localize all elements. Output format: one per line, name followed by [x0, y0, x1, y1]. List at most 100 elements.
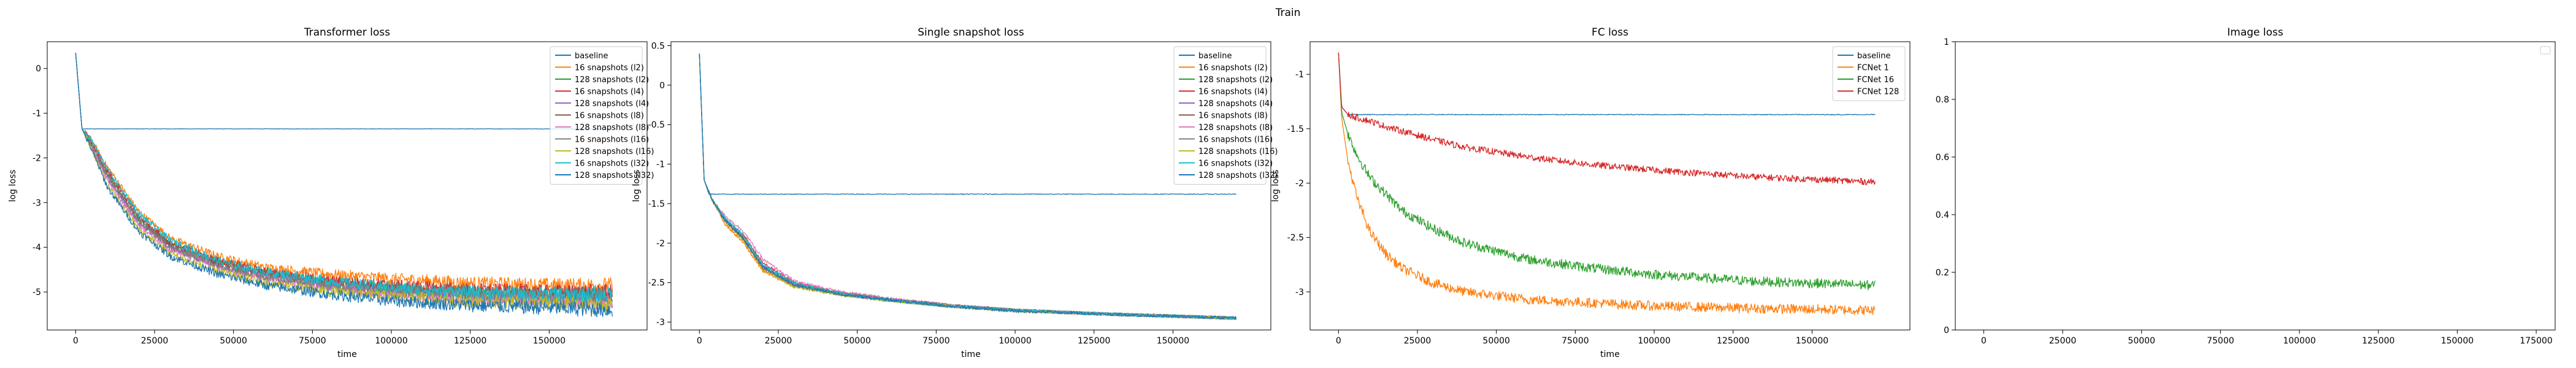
- y-tick-label: 0.8: [1936, 95, 1949, 105]
- legend-label: 128 snapshots (l8): [575, 123, 649, 132]
- y-tick-label: 0: [659, 81, 665, 91]
- y-tick-label: 1: [1944, 37, 1949, 47]
- x-tick-label: 100000: [1638, 336, 1670, 346]
- y-tick-label: -2: [33, 153, 41, 163]
- x-tick-label: 75000: [1562, 336, 1589, 346]
- legend: baseline FCNet 1 FCNet 16 FCNet 128: [1832, 46, 1906, 101]
- legend-label: baseline: [1857, 52, 1890, 61]
- y-tick-label: -4: [33, 243, 41, 253]
- series-line-4: [1338, 52, 1876, 186]
- legend-box: [1173, 46, 1267, 185]
- legend-box: [1832, 46, 1906, 101]
- legend-label: 128 snapshots (l2): [575, 75, 649, 85]
- x-tick-label: 75000: [299, 336, 326, 346]
- legend-label: 16 snapshots (l8): [1198, 112, 1268, 121]
- plot-area: [1955, 41, 2556, 331]
- legend-label: 16 snapshots (l4): [1198, 88, 1268, 97]
- chart-panel-4: Image loss 0 25000 50000 75000 100000 125000 15…: [1936, 26, 2556, 346]
- y-tick-label: 0.6: [1936, 153, 1949, 163]
- legend-box: [550, 46, 643, 185]
- series-group: [699, 53, 1237, 320]
- legend: baseline 16 snapshots (l2) 128 snapshots (…: [550, 46, 654, 185]
- y-axis-label: log loss: [8, 170, 18, 202]
- legend-label: baseline: [575, 52, 608, 61]
- series-line-3: [1338, 52, 1876, 291]
- series-line-1: [1338, 52, 1876, 116]
- y-tick-label: -3: [33, 198, 41, 208]
- legend-label: 16 snapshots (l2): [1198, 64, 1268, 73]
- legend-label: 16 snapshots (l4): [575, 88, 644, 97]
- x-tick-label: 150000: [1796, 336, 1828, 346]
- legend-label: FCNet 1: [1857, 64, 1889, 73]
- legend-label: 16 snapshots (l16): [575, 136, 649, 145]
- x-tick-label: 25000: [2049, 336, 2077, 346]
- x-tick-label: 50000: [2128, 336, 2155, 346]
- y-tick-label: -1: [33, 109, 41, 119]
- y-tick-label: -2.5: [1287, 233, 1304, 243]
- y-tick-label: -2.5: [648, 278, 665, 288]
- legend-label: 16 snapshots (l2): [575, 64, 644, 73]
- x-tick-label: 100000: [999, 336, 1031, 346]
- chart-title: Image loss: [2227, 26, 2283, 39]
- x-tick-label: 25000: [765, 336, 792, 346]
- series-line-2: [1338, 52, 1876, 316]
- x-tick-label: 75000: [2207, 336, 2234, 346]
- y-tick-label: -3: [1295, 288, 1304, 297]
- plot-area: [670, 41, 1271, 331]
- y-tick-label: -1.5: [648, 199, 665, 209]
- legend-label: 128 snapshots (l8): [1198, 123, 1273, 132]
- x-tick-label: 150000: [1157, 336, 1189, 346]
- x-tick-label: 100000: [375, 336, 407, 346]
- y-tick-label: 0.5: [651, 41, 665, 51]
- y-tick-label: -1.5: [1287, 125, 1304, 134]
- y-tick-label: -1: [1295, 70, 1304, 80]
- x-tick-label: 50000: [1482, 336, 1510, 346]
- x-tick-label: 50000: [220, 336, 247, 346]
- legend: baseline 16 snapshots (l2) 128 snapshots (…: [1173, 46, 1278, 185]
- x-tick-label: 125000: [2362, 336, 2394, 346]
- x-tick-label: 0: [1336, 336, 1341, 346]
- y-tick-label: 0: [36, 64, 41, 74]
- y-tick-label: 0.2: [1936, 268, 1949, 278]
- series-line-10: [75, 53, 613, 302]
- x-tick-label: 0: [73, 336, 79, 346]
- chart-panel-2: Single snapshot loss 0 25000 50000 75000 1000…: [632, 26, 1278, 359]
- chart-panel-3: FC loss 0 25000 50000 75000 100000 125000 15000…: [1271, 26, 1911, 359]
- legend-label: 128 snapshots (l16): [1198, 147, 1278, 156]
- legend-label: 128 snapshots (l32): [1198, 171, 1278, 180]
- x-tick-label: 100000: [2283, 336, 2315, 346]
- x-tick-label: 75000: [922, 336, 950, 346]
- legend-label: 16 snapshots (l16): [1198, 136, 1273, 145]
- series-line-11: [699, 53, 1237, 320]
- x-tick-label: 50000: [843, 336, 871, 346]
- series-line-1: [75, 53, 613, 130]
- legend-label: FCNet 16: [1857, 75, 1894, 85]
- legend-label: 16 snapshots (l32): [1198, 159, 1273, 169]
- x-tick-label: 125000: [1717, 336, 1749, 346]
- legend-label: 128 snapshots (l2): [1198, 75, 1273, 85]
- y-axis-label: log loss: [1271, 170, 1281, 202]
- series-line-11: [75, 53, 613, 318]
- legend-label: FCNet 128: [1857, 88, 1899, 97]
- chart-title: FC loss: [1592, 26, 1628, 39]
- legend-label: 128 snapshots (l4): [575, 99, 649, 109]
- legend-label: 128 snapshots (l32): [575, 171, 654, 180]
- legend-label: 16 snapshots (l32): [575, 159, 649, 169]
- x-axis-label: time: [1600, 350, 1620, 359]
- series-group: [1338, 52, 1876, 316]
- y-tick-label: -1: [656, 160, 665, 170]
- chart-title: Single snapshot loss: [918, 26, 1024, 39]
- legend: [2540, 46, 2551, 55]
- y-tick-label: -2: [1295, 179, 1304, 189]
- series-line-1: [699, 53, 1236, 195]
- x-tick-label: 175000: [2520, 336, 2552, 346]
- legend-label: 128 snapshots (l4): [1198, 99, 1273, 109]
- x-axis-label: time: [961, 350, 981, 359]
- series-line-2: [75, 53, 613, 294]
- x-axis-label: time: [337, 350, 357, 359]
- y-tick-label: 0.4: [1936, 210, 1949, 220]
- x-tick-label: 150000: [533, 336, 565, 346]
- legend-label: 128 snapshots (l16): [575, 147, 654, 156]
